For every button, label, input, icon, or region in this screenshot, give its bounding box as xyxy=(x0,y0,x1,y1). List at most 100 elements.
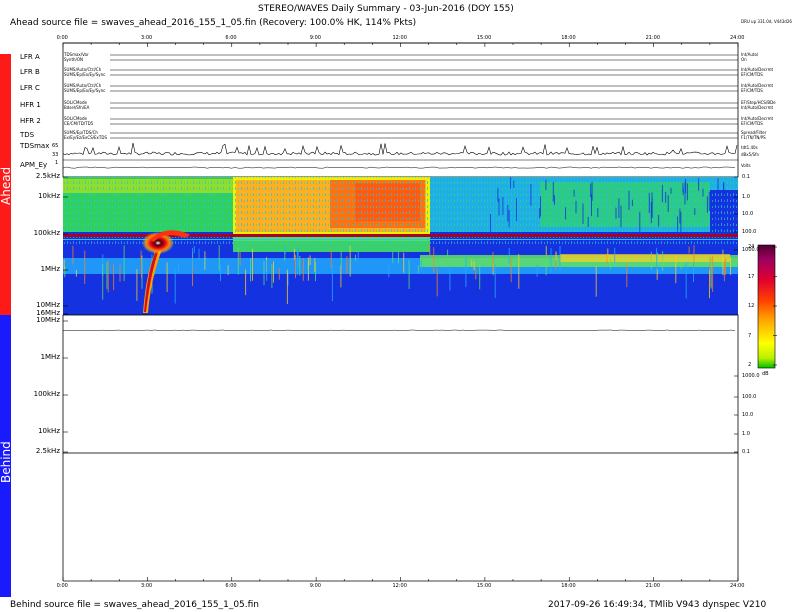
spectrogram-gap xyxy=(497,187,499,202)
spectrogram-spike xyxy=(709,257,711,287)
spectrogram-spike xyxy=(656,247,658,272)
time-label-top: 18:00 xyxy=(561,35,576,41)
hk-row-left-text: Bdsel/Sfn/EA xyxy=(64,105,90,110)
spectrogram-spike xyxy=(141,256,142,278)
hk-row-left-text: SUMS/Auto/Ctrl/Ch xyxy=(64,67,102,72)
spectrogram-spike xyxy=(392,252,394,263)
ahead-frequency-label: 10MHz xyxy=(36,301,60,309)
ahead-frequency-label: 1MHz xyxy=(40,265,60,273)
spectrogram-gap xyxy=(591,194,592,217)
spectrogram-spike xyxy=(536,264,538,277)
spectrogram-spike xyxy=(302,258,304,281)
spectrogram-spike xyxy=(299,256,301,276)
tdsmax-tick-top: 65 xyxy=(52,143,59,149)
hk-row-left-text: CE/CM/TD/TD5 xyxy=(64,121,94,126)
spectrogram-spike xyxy=(479,263,481,290)
colorbar-tick-label: 24 xyxy=(748,244,755,250)
spectrogram-gap xyxy=(554,195,555,205)
hk-row-label: LFR C xyxy=(20,84,40,92)
tdsmax-right-2: dBx5/Sfn xyxy=(741,152,760,157)
spectrogram-spike xyxy=(712,256,714,292)
spectrogram-gap xyxy=(719,214,721,236)
time-label-top: 3:00 xyxy=(140,35,153,41)
spectrogram-spike xyxy=(555,252,557,269)
spectrogram-spike xyxy=(693,245,695,264)
spectrogram-spike xyxy=(650,251,652,270)
spectrogram-gap xyxy=(631,199,633,207)
hk-row-left-text: SUMS/Ep/Ex/Ey/Sync xyxy=(64,72,106,77)
behind-frequency-label: 10kHz xyxy=(38,427,60,435)
spectrogram-spike xyxy=(263,261,265,286)
spectrogram-spike xyxy=(675,255,677,284)
page-title: STEREO/WAVES Daily Summary - 03-Jun-2016… xyxy=(258,4,514,14)
hk-row-right-text: Spread/Filter xyxy=(741,130,767,135)
spectrogram-spike xyxy=(723,261,725,282)
spectrogram-spike xyxy=(709,269,710,299)
spectrogram-gap xyxy=(565,207,566,220)
spectrogram-spike xyxy=(494,264,496,298)
spectrogram-spike xyxy=(296,248,298,275)
spectrogram-spike xyxy=(309,255,311,266)
time-label-top: 0:00 xyxy=(56,35,68,41)
spectrogram-spike xyxy=(355,254,356,261)
spectrogram-spike xyxy=(449,268,451,291)
spectrogram-gap xyxy=(620,205,622,228)
spectrogram-spike xyxy=(475,268,477,280)
spectrogram-spike xyxy=(252,248,253,281)
spectrogram-spike xyxy=(166,262,168,292)
spectrogram-gap xyxy=(628,190,630,210)
spectrogram-spike xyxy=(314,258,316,273)
spectrogram-spike xyxy=(307,257,309,281)
spectrogram-gap xyxy=(508,210,510,228)
spectrogram-spike xyxy=(340,250,342,267)
hk-row-left-text: Synth/ON xyxy=(64,57,84,62)
spectrogram-spike xyxy=(607,248,609,260)
hk-row-left-text: SUMS/Ep/TDS/Ch xyxy=(64,130,98,135)
spectrogram-spike xyxy=(107,260,109,293)
spectrogram-spike xyxy=(284,246,286,255)
hk-row-label: TDS xyxy=(20,131,35,139)
ahead-side-bar xyxy=(0,54,11,315)
spectrogram-gap xyxy=(731,196,733,204)
hk-row-left-text: SUMS/Ep/Ex/Ey/Sync xyxy=(64,88,106,93)
time-label-bottom: 15:00 xyxy=(476,583,492,589)
spectrogram-spike xyxy=(205,257,207,268)
spectrogram-gap xyxy=(490,214,491,232)
time-axis-top xyxy=(62,42,739,47)
spectrogram-spike xyxy=(331,265,333,302)
spectrogram-gap xyxy=(708,191,710,211)
spectrogram-spike xyxy=(245,269,247,296)
hk-row-label: LFR A xyxy=(20,53,40,61)
ahead-frequency-label: 16MHz xyxy=(36,309,60,317)
spectrogram-spike xyxy=(710,257,712,289)
spectrogram-gap xyxy=(706,196,708,213)
spectrogram-spike xyxy=(680,262,682,270)
ahead-wavelength-label: 10.0 xyxy=(742,211,754,217)
spectrogram-spike xyxy=(429,245,431,257)
hk-row-right-text: EF/CM/TDS xyxy=(741,88,763,93)
spectrogram-spike xyxy=(346,256,348,274)
spectrogram-gap xyxy=(723,183,724,192)
spectrogram-spike xyxy=(397,251,399,264)
spectrogram-spike xyxy=(545,245,547,276)
spectrogram-gap xyxy=(498,198,500,216)
spectrogram-gap xyxy=(677,216,679,232)
spectrogram-spike xyxy=(388,265,390,278)
spectrogram-spike xyxy=(297,247,299,268)
spectrogram-spike xyxy=(614,247,616,263)
spectrogram-spike xyxy=(518,254,520,289)
spectrogram-spike xyxy=(465,257,467,288)
hk-row-right-text: On xyxy=(741,57,747,62)
spectrogram-spike xyxy=(84,250,86,284)
spectrogram-spike xyxy=(295,254,296,278)
time-label-bottom: 12:00 xyxy=(392,583,407,589)
spectrogram-spike xyxy=(436,268,438,297)
spectrogram-spike xyxy=(722,249,724,276)
behind-wavelength-label: 1.0 xyxy=(742,431,750,437)
apm-label: APM_Ey xyxy=(20,161,48,169)
time-label-top: 21:00 xyxy=(645,35,661,41)
hk-row-label: LFR B xyxy=(20,68,40,76)
hk-row-right-text: EF/CM/TDS xyxy=(741,72,763,77)
spectrogram-gap xyxy=(507,205,509,222)
hk-row-left-text: SOL/CMode xyxy=(64,116,87,121)
